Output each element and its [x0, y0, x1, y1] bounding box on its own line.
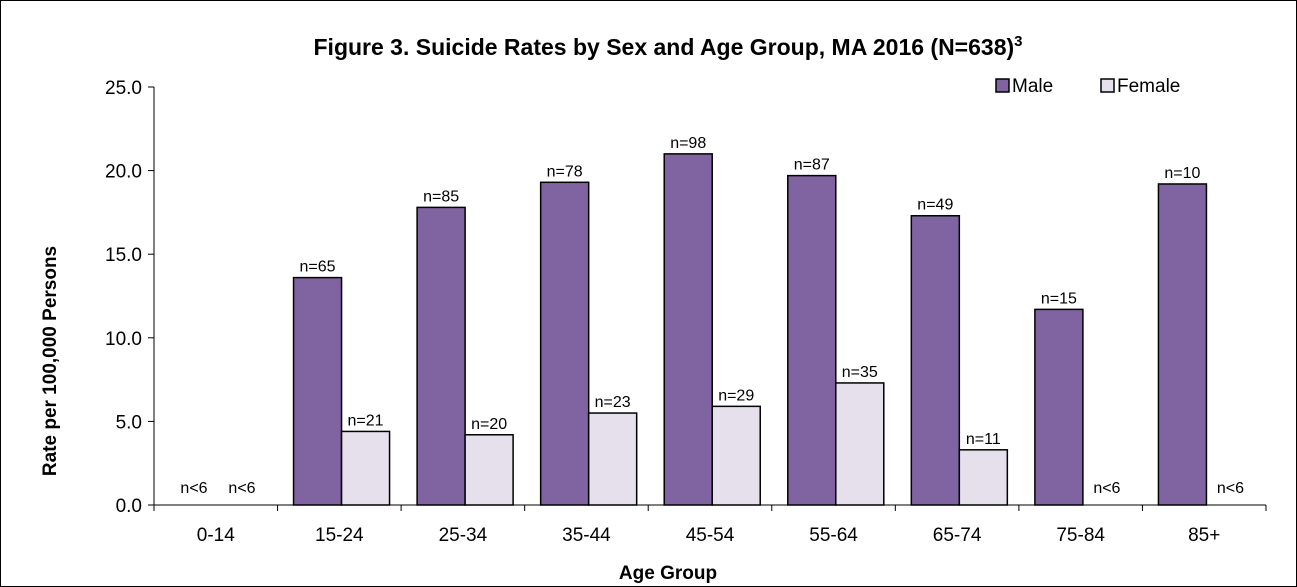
y-tick-label: 20.0	[105, 162, 142, 183]
bar-male-45-54	[663, 153, 713, 506]
bar-female-25-34	[464, 434, 514, 506]
legend-swatch-male	[995, 78, 1010, 93]
x-tick-label: 35-44	[562, 525, 611, 546]
chart-title: Figure 3. Suicide Rates by Sex and Age G…	[314, 33, 1023, 60]
x-tick-label: 0-14	[197, 525, 235, 546]
legend: Male Female	[995, 76, 1180, 97]
x-tick-label: 75-84	[1056, 525, 1105, 546]
bar-female-65-74	[958, 449, 1009, 506]
data-label-male-0-14: n<6	[180, 480, 207, 497]
bar-female-45-54	[711, 405, 761, 506]
bar-male-35-44	[539, 181, 590, 506]
x-tick-label: 55-64	[809, 525, 858, 546]
y-tick-label: 10.0	[105, 329, 142, 350]
data-label-male-85+: n=10	[1164, 165, 1200, 182]
legend-label-male: Male	[1012, 76, 1053, 97]
data-label-female-55-64: n=35	[842, 364, 878, 381]
y-tick-label: 25.0	[105, 78, 142, 99]
y-axis-title: Rate per 100,000 Persons	[40, 246, 61, 476]
data-label-female-45-54: n=29	[718, 387, 754, 404]
bar-female-55-64	[835, 382, 885, 506]
data-label-male-65-74: n=49	[917, 197, 953, 214]
x-tick-label: 15-24	[315, 525, 364, 546]
bar-male-55-64	[787, 174, 837, 506]
data-label-male-45-54: n=98	[670, 135, 706, 152]
y-tick-label: 15.0	[105, 245, 142, 266]
bar-male-85+	[1157, 183, 1208, 506]
data-label-male-55-64: n=87	[794, 157, 830, 174]
x-axis-title: Age Group	[619, 563, 717, 584]
data-label-female-75-84: n<6	[1093, 480, 1120, 497]
data-label-female-25-34: n=20	[471, 416, 507, 433]
x-tick-label: 45-54	[686, 525, 735, 546]
data-label-male-25-34: n=85	[423, 188, 459, 205]
bar-male-15-24	[292, 276, 343, 506]
data-label-female-0-14: n<6	[228, 480, 255, 497]
x-tick-label: 25-34	[439, 525, 488, 546]
legend-swatch-female	[1100, 78, 1115, 93]
data-label-female-85+: n<6	[1217, 480, 1244, 497]
bar-female-35-44	[587, 412, 638, 506]
x-tick-label: 65-74	[933, 525, 982, 546]
bar-male-75-84	[1034, 308, 1084, 506]
y-tick-label: 5.0	[116, 412, 142, 433]
x-tick-label: 85+	[1188, 525, 1220, 546]
data-label-male-35-44: n=78	[547, 163, 583, 180]
bar-male-65-74	[910, 214, 961, 506]
bar-female-15-24	[340, 430, 391, 506]
data-label-female-65-74: n=11	[966, 431, 1001, 448]
data-label-male-15-24: n=65	[300, 259, 336, 276]
plot-area: 0.0 5.0 10.0 15.0 20.0 25.0 0-14 15-24 25-34 35-4…	[105, 78, 1267, 546]
y-tick-label: 0.0	[116, 496, 142, 517]
bar-male-25-34	[416, 206, 466, 506]
data-label-female-15-24: n=21	[348, 412, 384, 429]
data-label-female-35-44: n=23	[595, 394, 631, 411]
legend-label-female: Female	[1117, 76, 1180, 97]
data-label-male-75-84: n=15	[1041, 290, 1077, 307]
